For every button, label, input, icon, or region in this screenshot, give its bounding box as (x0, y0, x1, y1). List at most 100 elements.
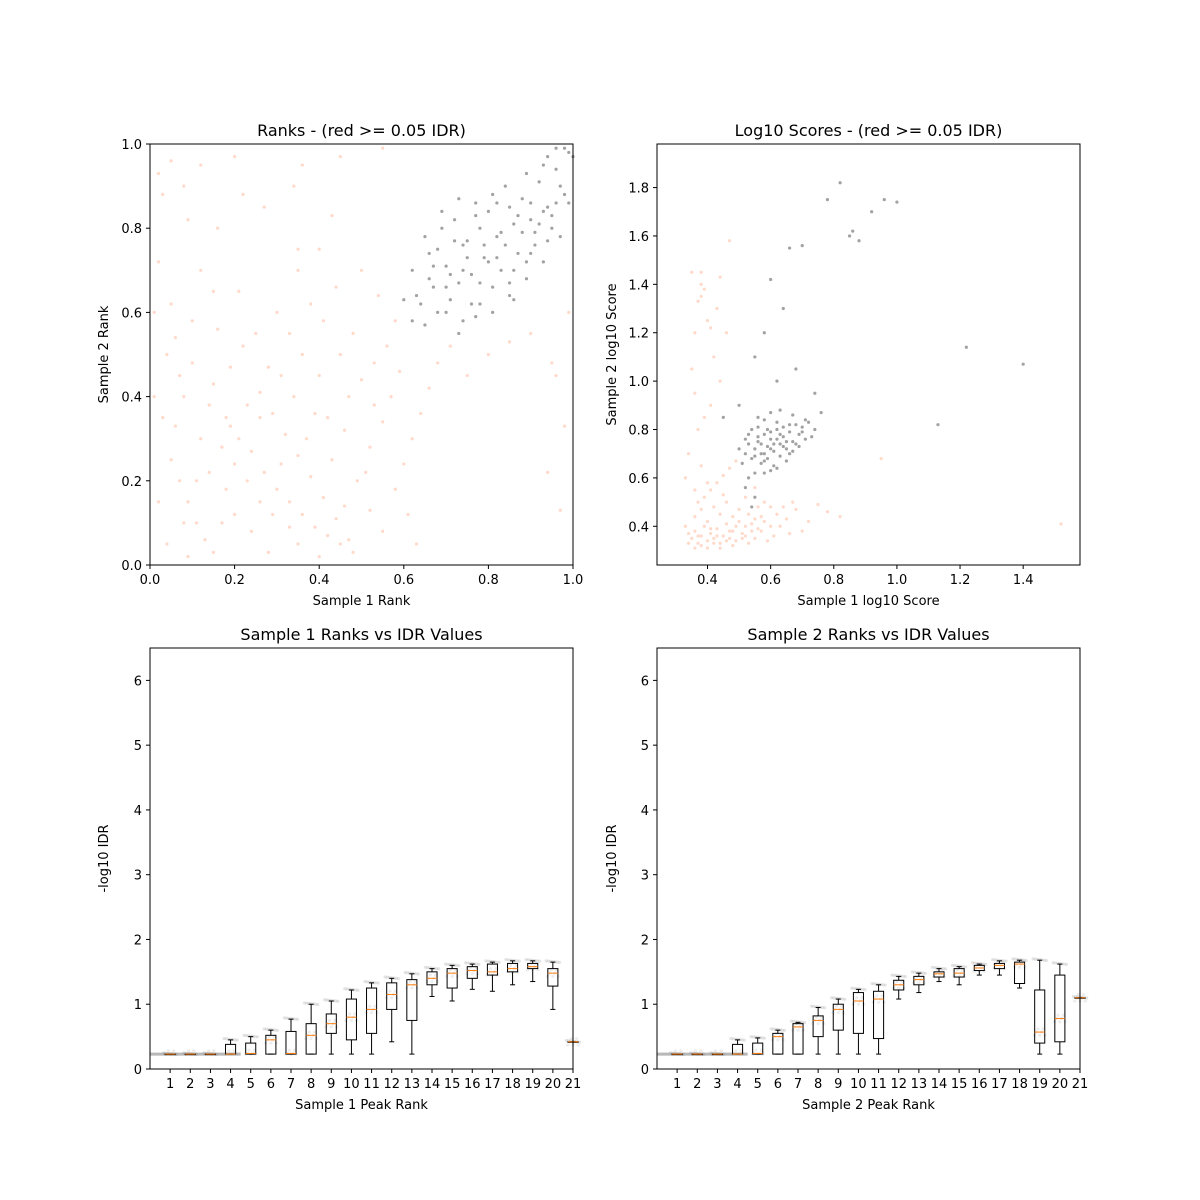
data-point (870, 210, 874, 214)
data-point (890, 973, 894, 977)
x-tick-label: 6 (267, 1077, 275, 1092)
boxes (164, 960, 579, 1056)
y-axis-label: -log10 IDR (97, 824, 112, 892)
data-point (781, 435, 785, 439)
data-point (759, 515, 763, 519)
data-point (721, 415, 725, 420)
x-tick-label: 19 (524, 1077, 541, 1092)
data-point (428, 973, 432, 977)
data-point (414, 293, 419, 298)
data-point (313, 525, 317, 529)
data-point (1061, 1013, 1066, 1017)
data-point (443, 962, 448, 966)
data-point (233, 1038, 237, 1042)
y-tick-label: 1.0 (628, 375, 649, 390)
data-point (287, 525, 292, 529)
data-point (756, 415, 760, 420)
data-point (731, 515, 735, 519)
data-point (709, 403, 713, 407)
box (832, 998, 844, 1055)
data-point (296, 1017, 300, 1021)
data-point (368, 445, 372, 449)
data-point (750, 505, 754, 509)
data-point (364, 470, 368, 474)
scatter-points (152, 146, 575, 559)
data-point (762, 418, 766, 422)
data-point (336, 999, 340, 1003)
data-point (178, 373, 182, 378)
data-point (507, 293, 512, 298)
y-tick-label: 3 (134, 869, 142, 884)
data-point (714, 1049, 718, 1053)
x-axis-label: Sample 1 Peak Rank (295, 1098, 428, 1113)
data-point (910, 970, 914, 974)
data-point (690, 536, 694, 540)
data-point (686, 531, 691, 536)
x-tick-label: 0.6 (760, 573, 781, 588)
data-point (405, 971, 410, 975)
data-point (749, 1035, 753, 1039)
data-point (693, 391, 697, 395)
data-point (754, 1048, 758, 1052)
data-point (494, 967, 498, 971)
box-body (265, 1034, 277, 1055)
box-body (812, 1015, 824, 1038)
y-tick-label: 1.2 (628, 327, 649, 342)
data-point (850, 986, 854, 990)
box (507, 960, 519, 986)
data-point (1038, 1033, 1042, 1037)
data-point (781, 444, 785, 449)
box (265, 1029, 277, 1055)
data-point (419, 302, 423, 306)
data-point (750, 529, 754, 533)
data-point (800, 529, 804, 533)
box-body (245, 1042, 257, 1055)
data-point (1059, 522, 1063, 526)
data-point (743, 534, 747, 538)
x-tick-label: 14 (931, 1077, 948, 1092)
data-point (169, 159, 173, 163)
y-tick-label: 2 (134, 933, 142, 948)
data-point (430, 979, 434, 984)
data-point (1022, 958, 1026, 962)
data-point (825, 510, 830, 514)
data-point (546, 205, 550, 209)
data-point (381, 420, 385, 424)
data-point (917, 981, 921, 985)
data-point (516, 251, 520, 256)
data-point (354, 988, 358, 992)
data-point (765, 427, 770, 432)
data-point (368, 1004, 372, 1008)
x-tick-label: 17 (991, 1077, 1008, 1092)
data-point (283, 432, 287, 437)
data-point (166, 1049, 170, 1053)
y-tick-label: 6 (134, 674, 142, 689)
data-point (287, 500, 292, 504)
data-point (245, 403, 249, 407)
data-point (746, 442, 751, 446)
data-point (517, 959, 521, 963)
data-point (342, 428, 347, 432)
data-point (182, 521, 186, 525)
x-tick-label: 1 (166, 1077, 174, 1092)
data-point (233, 155, 237, 159)
data-point (800, 425, 804, 429)
data-point (696, 534, 700, 538)
data-point (750, 456, 754, 461)
data-point (329, 1025, 333, 1029)
data-point (474, 315, 478, 319)
data-point (353, 1012, 357, 1016)
data-point (469, 272, 474, 277)
data-point (351, 331, 355, 336)
data-point (544, 959, 548, 963)
x-tick-label: 0.2 (224, 573, 245, 588)
box (305, 1003, 317, 1055)
y-tick-label: 5 (134, 739, 142, 754)
data-point (327, 1018, 332, 1023)
data-point (529, 331, 533, 336)
data-point (734, 539, 738, 543)
plot-frame (149, 143, 574, 566)
data-point (810, 435, 814, 439)
data-point (876, 1000, 881, 1004)
data-point (794, 367, 798, 371)
